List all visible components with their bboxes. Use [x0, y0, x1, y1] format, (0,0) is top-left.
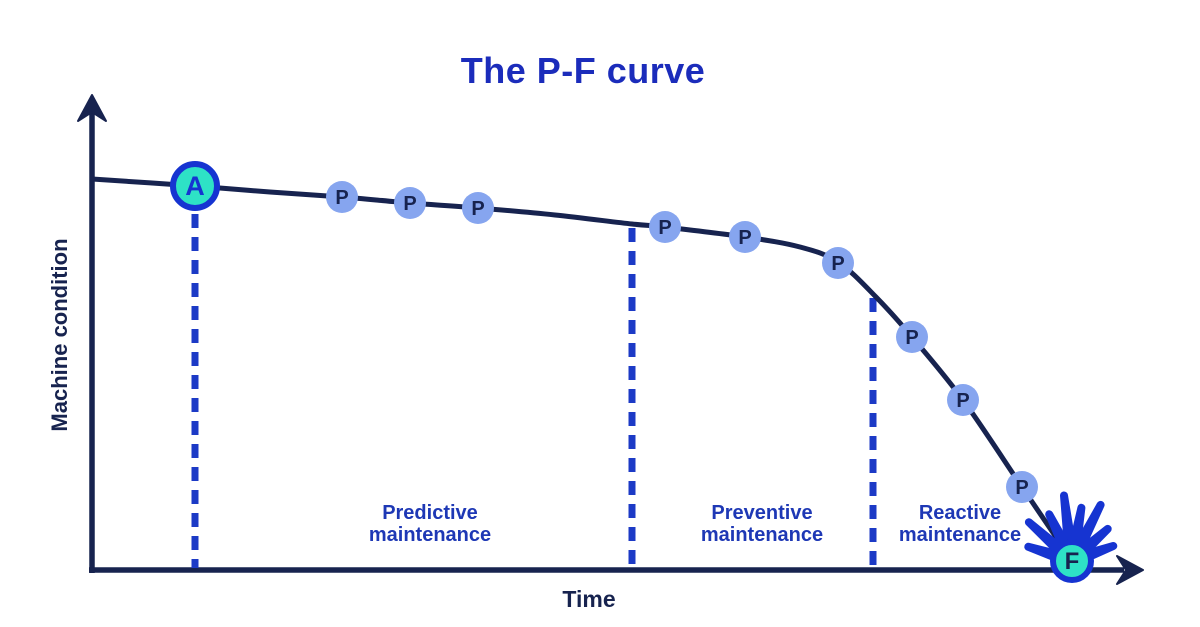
- p-marker-label: P: [335, 187, 348, 209]
- p-marker-label: P: [738, 227, 751, 249]
- zone-label-line: Reactive: [918, 502, 1002, 524]
- p-marker-label: P: [403, 193, 416, 215]
- y-axis-arrow-icon: [77, 94, 107, 122]
- pf-curve-line: [89, 176, 1075, 563]
- p-marker: [394, 187, 426, 219]
- p-marker-label: P: [831, 253, 844, 275]
- zone-label-reactive: Reactive maintenance: [830, 502, 1090, 546]
- p-marker-label: P: [471, 198, 484, 220]
- p-marker-label: P: [956, 390, 969, 412]
- p-marker-label: P: [905, 327, 918, 349]
- chart-title: The P-F curve: [460, 50, 706, 91]
- p-marker: [649, 211, 681, 243]
- x-axis-arrow-icon: [1116, 555, 1144, 585]
- zone-label-line: maintenance: [368, 524, 492, 546]
- p-marker-label: P: [658, 217, 671, 239]
- zone-label-line: maintenance: [898, 524, 1022, 546]
- f-marker-label: F: [1065, 548, 1080, 575]
- f-marker: [1050, 539, 1094, 583]
- a-marker-label: A: [185, 171, 205, 201]
- zone-label-line: Preventive: [711, 502, 813, 524]
- p-marker: [462, 192, 494, 224]
- p-marker: [729, 221, 761, 253]
- p-marker: [822, 247, 854, 279]
- zone-label-line: Predictive: [382, 502, 478, 524]
- p-marker: [896, 321, 928, 353]
- zone-label-line: maintenance: [700, 524, 824, 546]
- p-marker: [1006, 471, 1038, 503]
- p-marker: [326, 181, 358, 213]
- p-marker: [947, 384, 979, 416]
- zone-label-predictive: Predictive maintenance: [300, 502, 560, 546]
- zone-label-preventive: Preventive maintenance: [632, 502, 892, 546]
- x-axis-label: Time: [562, 586, 616, 612]
- a-marker: [170, 161, 220, 211]
- p-marker-label: P: [1015, 477, 1028, 499]
